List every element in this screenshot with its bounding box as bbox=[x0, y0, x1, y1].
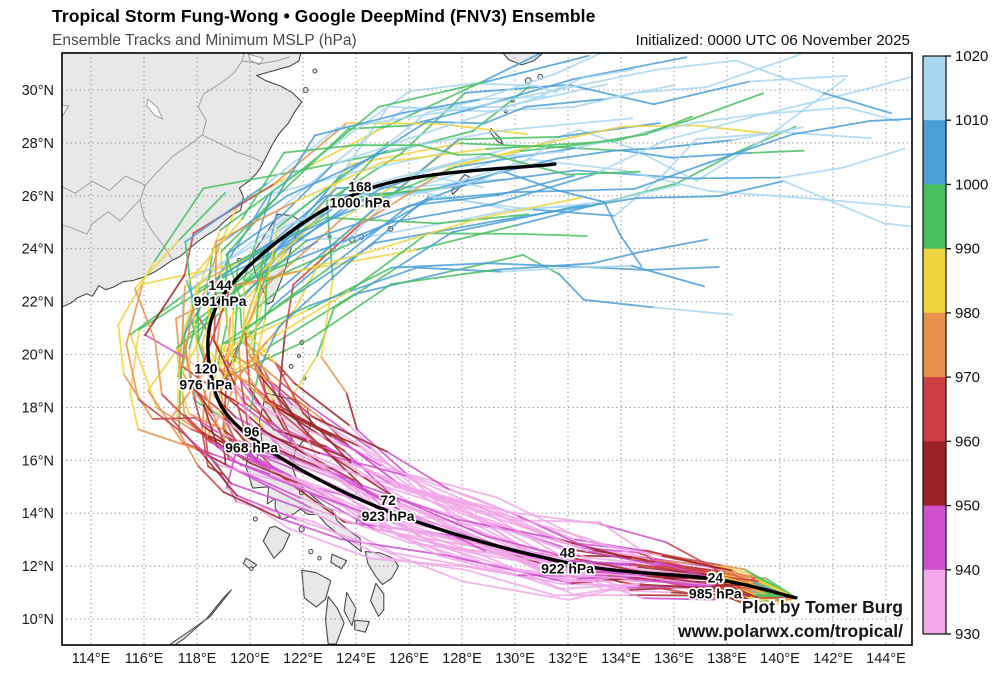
y-tick-label: 16°N bbox=[22, 453, 54, 469]
colorbar-segment bbox=[923, 184, 946, 249]
page-title: Tropical Storm Fung-Wong • Google DeepMi… bbox=[52, 6, 595, 27]
colorbar-segment bbox=[923, 120, 946, 185]
colorbar-segment bbox=[923, 377, 946, 442]
x-tick-label: 122°E bbox=[283, 651, 323, 667]
track-label-mslp: 985 hPa bbox=[689, 585, 742, 601]
colorbar-tick-label: 990 bbox=[955, 241, 980, 258]
colorbar-tick-label: 1020 bbox=[955, 48, 988, 65]
initialized-text: Initialized: 0000 UTC 06 November 2025 bbox=[636, 32, 910, 49]
track-label-mslp: 991 hPa bbox=[194, 293, 247, 309]
x-tick-label: 126°E bbox=[389, 651, 429, 667]
colorbar-segment bbox=[923, 570, 946, 635]
track-label-hour: 96 bbox=[244, 423, 260, 439]
colorbar-segment bbox=[923, 506, 946, 571]
attribution-url: www.polarwx.com/tropical/ bbox=[678, 621, 903, 642]
island-dot bbox=[313, 69, 317, 73]
x-tick-label: 136°E bbox=[654, 651, 694, 667]
y-tick-label: 20°N bbox=[22, 348, 54, 364]
y-tick-label: 12°N bbox=[22, 559, 54, 575]
track-label-hour: 24 bbox=[708, 569, 724, 585]
x-tick-label: 134°E bbox=[601, 651, 641, 667]
mslp-colorbar: 1020 1010 1000 990 980 970 960 950 940 930 bbox=[923, 48, 988, 643]
x-tick-label: 138°E bbox=[707, 651, 747, 667]
colorbar-tick-label: 960 bbox=[955, 433, 980, 450]
y-tick-label: 30°N bbox=[22, 83, 54, 99]
colorbar-tick-label: 980 bbox=[955, 305, 980, 322]
y-tick-label: 24°N bbox=[22, 242, 54, 258]
colorbar-tick-label: 1000 bbox=[955, 176, 988, 193]
island-dot bbox=[303, 88, 308, 93]
colorbar-segment bbox=[923, 313, 946, 378]
y-tick-label: 18°N bbox=[22, 400, 54, 416]
colorbar-segment bbox=[923, 441, 946, 506]
island-dot bbox=[253, 517, 257, 521]
x-tick-label: 120°E bbox=[230, 651, 270, 667]
x-tick-label: 140°E bbox=[760, 651, 800, 667]
colorbar-tick-label: 940 bbox=[955, 562, 980, 579]
island-dot bbox=[289, 364, 293, 368]
y-tick-label: 14°N bbox=[22, 506, 54, 522]
track-label-hour: 72 bbox=[380, 492, 396, 508]
island-dot bbox=[309, 549, 313, 553]
track-label-mslp: 968 hPa bbox=[225, 439, 278, 455]
chart-subtitle: Ensemble Tracks and Minimum MSLP (hPa) bbox=[52, 32, 357, 50]
track-label-mslp: 922 hPa bbox=[541, 561, 594, 577]
x-tick-label: 132°E bbox=[548, 651, 588, 667]
track-label-hour: 144 bbox=[208, 277, 232, 293]
x-tick-label: 118°E bbox=[178, 651, 217, 667]
x-tick-label: 128°E bbox=[442, 651, 482, 667]
x-tick-label: 124°E bbox=[336, 651, 376, 667]
island-dot bbox=[318, 556, 322, 560]
colorbar-tick-label: 930 bbox=[955, 626, 980, 643]
attribution-author: Plot by Tomer Burg bbox=[742, 597, 903, 618]
colorbar-segment bbox=[923, 56, 946, 121]
x-tick-label: 142°E bbox=[813, 651, 853, 667]
x-tick-label: 144°E bbox=[866, 651, 906, 667]
y-axis-tick-labels: 10°N 12°N 14°N 16°N 18°N 20°N 22°N 24°N 26°N 28°N… bbox=[22, 83, 54, 628]
y-tick-label: 10°N bbox=[22, 612, 54, 628]
y-tick-label: 26°N bbox=[22, 189, 54, 205]
x-axis-tick-labels: 114°E 116°E 118°E 120°E 122°E 124°E 126°E 128°E… bbox=[72, 651, 906, 667]
x-tick-label: 130°E bbox=[495, 651, 535, 667]
y-tick-label: 22°N bbox=[22, 295, 54, 311]
colorbar-tick-label: 950 bbox=[955, 498, 980, 515]
track-label-hour: 120 bbox=[194, 361, 218, 377]
y-tick-label: 28°N bbox=[22, 136, 54, 152]
track-label-mslp: 976 hPa bbox=[179, 377, 232, 393]
track-label-hour: 168 bbox=[348, 179, 372, 195]
colorbar-tick-label: 1010 bbox=[955, 112, 988, 129]
x-tick-label: 116°E bbox=[125, 651, 164, 667]
track-label-mslp: 1000 hPa bbox=[330, 195, 391, 211]
colorbar-segment bbox=[923, 249, 946, 314]
track-label-hour: 48 bbox=[560, 545, 576, 561]
x-tick-label: 114°E bbox=[72, 651, 111, 667]
colorbar-tick-label: 970 bbox=[955, 369, 980, 386]
track-label-mslp: 923 hPa bbox=[362, 508, 415, 524]
